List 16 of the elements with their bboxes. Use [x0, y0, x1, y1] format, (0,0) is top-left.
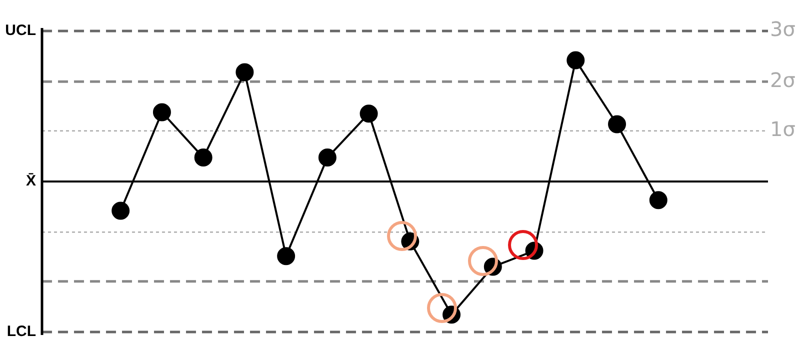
text: 1σ	[770, 117, 796, 142]
point	[194, 148, 212, 167]
ref-line-label: UCL	[5, 22, 36, 40]
point	[566, 51, 585, 70]
point	[608, 115, 626, 134]
point	[112, 202, 130, 220]
text: 2σ	[770, 68, 796, 92]
point	[236, 63, 254, 82]
point	[277, 247, 296, 266]
point	[318, 148, 336, 167]
point	[649, 191, 668, 210]
point	[152, 103, 171, 122]
point	[360, 104, 378, 123]
ref-line-label: X̄	[26, 172, 36, 190]
text: 3σ	[770, 17, 796, 42]
ref-line-label: LCL	[6, 323, 36, 340]
